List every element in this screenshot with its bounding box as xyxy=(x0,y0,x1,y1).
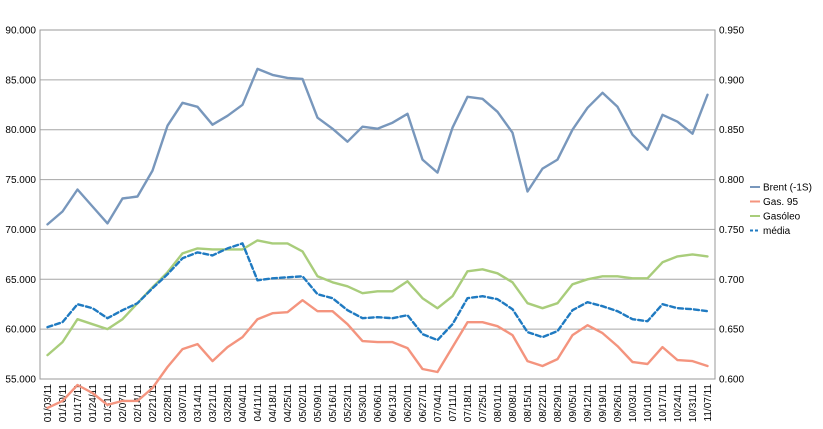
x-axis-ticks: 01/03/11 01/10/11 01/17/11 01/24/11 01/31/11… xyxy=(43,384,714,423)
legend: Brent (-1S) Gas. 95 Gasóleo média xyxy=(750,183,812,237)
x-tick-label: 10/24/11 xyxy=(673,384,684,423)
y-left-tick-label: 60.000 xyxy=(5,325,36,336)
x-tick-label: 04/18/11 xyxy=(268,384,279,423)
x-tick-label: 02/28/11 xyxy=(163,384,174,423)
x-tick-label: 11/07/11 xyxy=(703,384,714,422)
x-tick-label: 05/02/11 xyxy=(298,384,309,423)
x-tick-label: 04/25/11 xyxy=(283,384,294,423)
y-left-tick-label: 70.000 xyxy=(5,225,36,236)
x-tick-label: 01/31/11 xyxy=(103,384,114,423)
x-tick-label: 02/14/11 xyxy=(133,384,144,423)
series-line-2 xyxy=(46,239,709,357)
legend-label: Gas. 95 xyxy=(763,197,798,208)
x-tick-label: 06/20/11 xyxy=(403,384,414,423)
x-tick-label: 09/19/11 xyxy=(598,384,609,423)
y-right-tick-label: 0.700 xyxy=(719,275,744,286)
legend-label: Gasóleo xyxy=(763,212,801,223)
x-tick-label: 08/29/11 xyxy=(553,384,564,423)
x-tick-label: 09/12/11 xyxy=(583,384,594,423)
y-left-tick-label: 75.000 xyxy=(5,175,36,186)
x-tick-label: 04/11/11 xyxy=(253,384,264,422)
x-tick-label: 08/08/11 xyxy=(508,384,519,423)
gridlines xyxy=(40,79,715,330)
series-line-3 xyxy=(46,242,709,342)
y-right-tick-label: 0.850 xyxy=(719,125,744,136)
y-right-tick-label: 0.600 xyxy=(719,375,744,386)
x-tick-label: 05/23/11 xyxy=(343,384,354,423)
x-tick-label: 02/07/11 xyxy=(118,384,129,423)
x-tick-label: 09/05/11 xyxy=(568,384,579,423)
x-tick-label: 04/04/11 xyxy=(238,384,249,423)
series-line-1 xyxy=(46,299,709,410)
y-right-tick-label: 0.650 xyxy=(719,325,744,336)
x-tick-label: 10/31/11 xyxy=(688,384,699,423)
x-tick-label: 01/03/11 xyxy=(43,384,54,423)
x-tick-label: 06/27/11 xyxy=(418,384,429,423)
y-axis-left-ticks: 55.000 60.000 65.000 70.000 75.000 80.000 85.0… xyxy=(5,26,36,386)
y-right-tick-label: 0.750 xyxy=(719,225,744,236)
legend-label: média xyxy=(763,226,791,237)
x-tick-label: 05/09/11 xyxy=(313,384,324,423)
series-line-0 xyxy=(46,67,709,226)
y-axis-right-ticks: 0.600 0.650 0.700 0.750 0.800 0.850 0.900 0.950 xyxy=(719,26,744,386)
x-tick-label: 09/26/11 xyxy=(613,384,624,423)
x-tick-label: 03/28/11 xyxy=(223,384,234,423)
x-tick-label: 06/13/11 xyxy=(388,384,399,423)
x-tick-label: 08/15/11 xyxy=(523,384,534,423)
x-tick-label: 07/18/11 xyxy=(463,384,474,423)
y-left-tick-label: 90.000 xyxy=(5,26,36,37)
plot-area-frame xyxy=(39,29,716,380)
series-lines xyxy=(46,67,709,410)
x-tick-label: 10/03/11 xyxy=(628,384,639,423)
x-tick-label: 01/10/11 xyxy=(58,384,69,423)
y-left-tick-label: 80.000 xyxy=(5,125,36,136)
x-tick-label: 01/17/11 xyxy=(73,384,84,423)
x-tick-label: 08/22/11 xyxy=(538,384,549,423)
x-tick-label: 05/30/11 xyxy=(358,384,369,423)
y-right-tick-label: 0.950 xyxy=(719,26,744,37)
y-left-tick-label: 65.000 xyxy=(5,275,36,286)
x-tick-label: 10/17/11 xyxy=(658,384,669,423)
x-tick-label: 01/24/11 xyxy=(88,384,99,423)
x-tick-label: 03/07/11 xyxy=(178,384,189,423)
x-tick-label: 03/14/11 xyxy=(193,384,204,423)
x-tick-label: 07/11/11 xyxy=(448,384,459,422)
x-tick-label: 10/10/11 xyxy=(643,384,654,423)
x-tick-label: 06/06/11 xyxy=(373,384,384,423)
y-right-tick-label: 0.900 xyxy=(719,75,744,86)
x-tick-label: 02/21/11 xyxy=(148,384,159,423)
y-left-tick-label: 55.000 xyxy=(5,375,36,386)
x-tick-label: 07/04/11 xyxy=(433,384,444,423)
x-tick-label: 08/01/11 xyxy=(493,384,504,423)
legend-label: Brent (-1S) xyxy=(763,183,812,194)
x-tick-label: 05/16/11 xyxy=(328,384,339,423)
y-right-tick-label: 0.800 xyxy=(719,175,744,186)
x-tick-label: 07/25/11 xyxy=(478,384,489,423)
y-left-tick-label: 85.000 xyxy=(5,75,36,86)
x-tick-label: 03/21/11 xyxy=(208,384,219,423)
